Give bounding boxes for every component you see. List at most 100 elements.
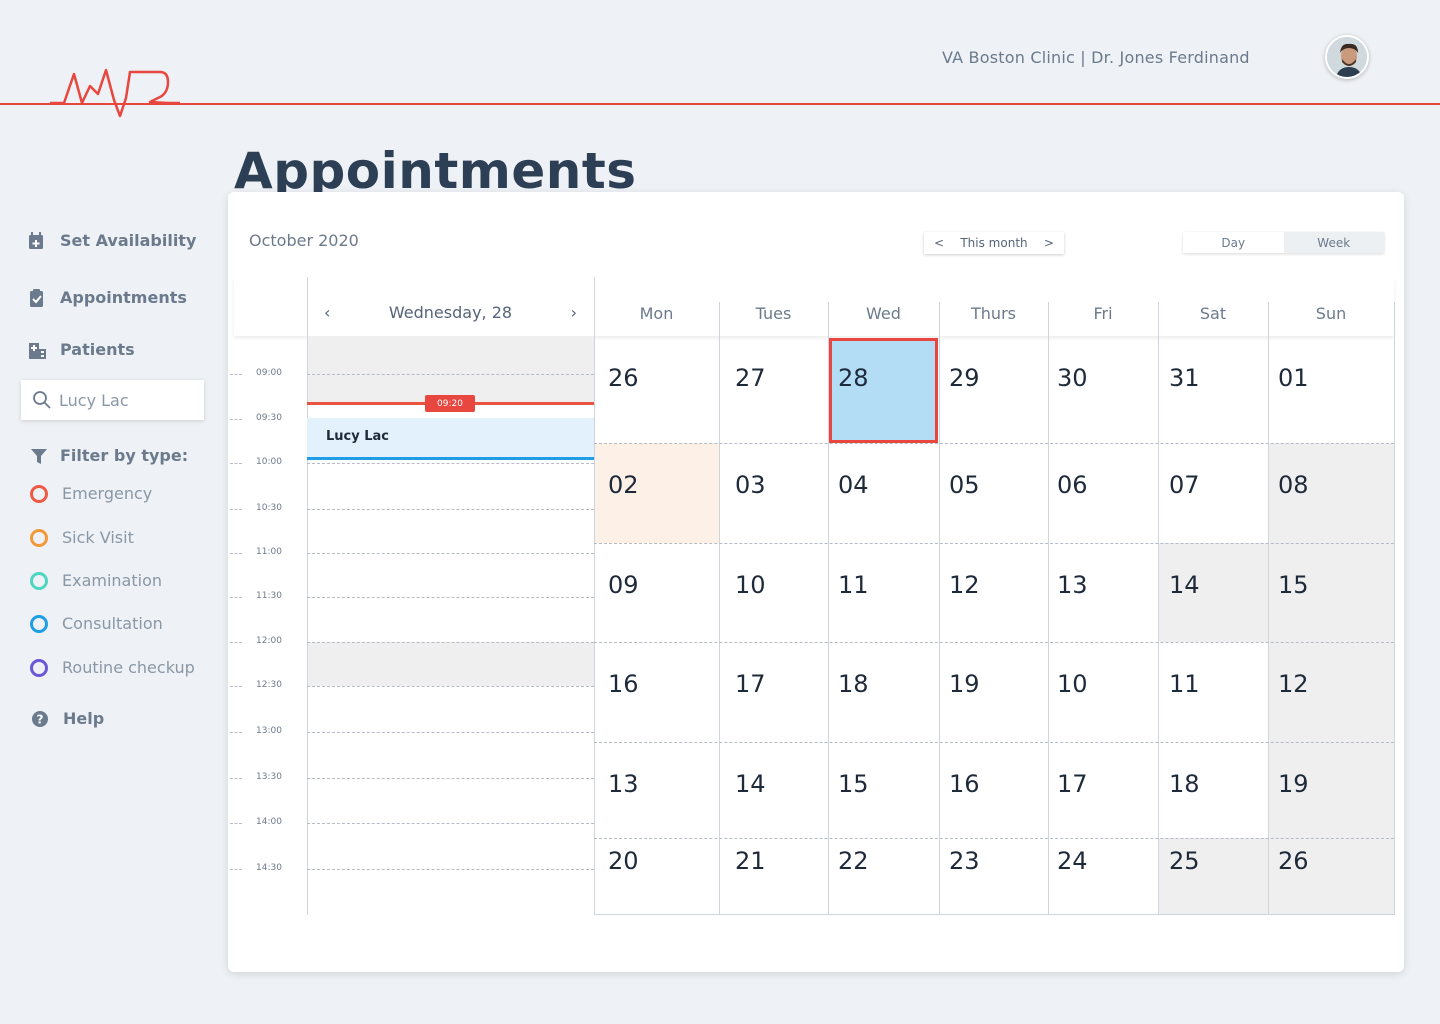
calendar-day-number[interactable]: 08 bbox=[1278, 471, 1309, 499]
calendar-day-number[interactable]: 21 bbox=[735, 847, 766, 875]
calendar-day-number[interactable]: 19 bbox=[1278, 770, 1309, 798]
prev-month-button[interactable]: < bbox=[934, 236, 945, 250]
calendar-day-number[interactable]: 26 bbox=[608, 364, 639, 392]
view-toggle: Day Week bbox=[1183, 232, 1384, 253]
calendar-day-number[interactable]: 11 bbox=[1169, 670, 1200, 698]
weekday-header: Mon bbox=[639, 304, 674, 323]
calendar-day-number[interactable]: 18 bbox=[1169, 770, 1200, 798]
weekday-header: Tues bbox=[755, 304, 792, 323]
filter-emergency[interactable]: Emergency bbox=[30, 484, 152, 503]
calendar-day-number[interactable]: 02 bbox=[608, 471, 639, 499]
grid-divider bbox=[1158, 302, 1159, 915]
time-slot-line bbox=[307, 778, 594, 779]
calendar-day-number[interactable]: 12 bbox=[1278, 670, 1309, 698]
time-slot-label: 13:00 bbox=[256, 726, 282, 736]
calendar-day-number[interactable]: 14 bbox=[1169, 571, 1200, 599]
calendar-day-number[interactable]: 28 bbox=[838, 364, 869, 392]
time-tick bbox=[230, 374, 242, 375]
calendar-cell-bg bbox=[1268, 838, 1394, 915]
day-view-button[interactable]: Day bbox=[1221, 235, 1246, 250]
calendar-day-number[interactable]: 17 bbox=[1057, 770, 1088, 798]
calendar-day-number[interactable]: 14 bbox=[735, 770, 766, 798]
calendar-day-number[interactable]: 06 bbox=[1057, 471, 1088, 499]
this-month-button[interactable]: This month bbox=[960, 236, 1028, 250]
time-tick bbox=[230, 869, 242, 870]
calendar-day-number[interactable]: 30 bbox=[1057, 364, 1088, 392]
weekday-header: Thurs bbox=[971, 304, 1016, 323]
time-slot-line bbox=[307, 374, 594, 375]
user-avatar[interactable] bbox=[1325, 35, 1369, 79]
grid-bottom-border bbox=[594, 914, 1394, 915]
grid-row-divider bbox=[594, 443, 1394, 444]
week-view-button[interactable]: Week bbox=[1283, 232, 1384, 253]
sidebar-item-patients[interactable]: Patients bbox=[28, 340, 135, 359]
calendar-day-number[interactable]: 22 bbox=[838, 847, 869, 875]
hospital-building-icon bbox=[29, 342, 46, 359]
time-slot-line bbox=[307, 732, 594, 733]
time-slot-label: 09:00 bbox=[256, 368, 282, 378]
calendar-day-number[interactable]: 19 bbox=[949, 670, 980, 698]
grid-divider bbox=[594, 277, 595, 915]
filter-sick-visit[interactable]: Sick Visit bbox=[30, 528, 134, 547]
grid-row-divider bbox=[594, 742, 1394, 743]
calendar-day-number[interactable]: 12 bbox=[949, 571, 980, 599]
calendar-day-number[interactable]: 13 bbox=[1057, 571, 1088, 599]
calendar-day-number[interactable]: 31 bbox=[1169, 364, 1200, 392]
grid-divider bbox=[828, 302, 829, 915]
time-slot-label: 09:30 bbox=[256, 413, 282, 423]
calendar-day-number[interactable]: 10 bbox=[735, 571, 766, 599]
calendar-day-number[interactable]: 15 bbox=[1278, 571, 1309, 599]
calendar-day-number[interactable]: 27 bbox=[735, 364, 766, 392]
calendar-day-number[interactable]: 16 bbox=[949, 770, 980, 798]
page-title: Appointments bbox=[234, 142, 637, 200]
calendar-day-number[interactable]: 26 bbox=[1278, 847, 1309, 875]
time-tick bbox=[230, 597, 242, 598]
filter-routine-checkup[interactable]: Routine checkup bbox=[30, 658, 195, 677]
calendar-day-number[interactable]: 13 bbox=[608, 770, 639, 798]
filter-section-title: Filter by type: bbox=[30, 446, 188, 465]
next-month-button[interactable]: > bbox=[1043, 236, 1054, 250]
calendar-day-number[interactable]: 10 bbox=[1057, 670, 1088, 698]
calendar-day-number[interactable]: 03 bbox=[735, 471, 766, 499]
calendar-cell-bg bbox=[1268, 742, 1394, 838]
time-tick bbox=[230, 823, 242, 824]
calendar-day-number[interactable]: 01 bbox=[1278, 364, 1309, 392]
weekday-header: Sun bbox=[1315, 304, 1347, 323]
time-slot-line bbox=[307, 823, 594, 824]
search-input[interactable] bbox=[59, 390, 199, 410]
calendar-day-number[interactable]: 29 bbox=[949, 364, 980, 392]
filter-consultation[interactable]: Consultation bbox=[30, 614, 163, 633]
calendar-day-number[interactable]: 17 bbox=[735, 670, 766, 698]
calendar-day-number[interactable]: 11 bbox=[838, 571, 869, 599]
calendar-day-number[interactable]: 09 bbox=[608, 571, 639, 599]
calendar-day-number[interactable]: 05 bbox=[949, 471, 980, 499]
calendar-day-number[interactable]: 07 bbox=[1169, 471, 1200, 499]
sidebar-item-appointments[interactable]: Appointments bbox=[28, 288, 187, 307]
sidebar-item-set-availability[interactable]: Set Availability bbox=[28, 231, 196, 250]
time-slot-label: 14:00 bbox=[256, 817, 282, 827]
calendar-day-number[interactable]: 18 bbox=[838, 670, 869, 698]
time-slot-line bbox=[307, 597, 594, 598]
weekday-header: Sat bbox=[1199, 304, 1227, 323]
header-pulse-line bbox=[0, 103, 1440, 105]
time-tick bbox=[230, 553, 242, 554]
time-tick bbox=[230, 642, 242, 643]
calendar-day-number[interactable]: 15 bbox=[838, 770, 869, 798]
calendar-day-number[interactable]: 16 bbox=[608, 670, 639, 698]
time-slot-label: 12:30 bbox=[256, 680, 282, 690]
appointment-block[interactable]: Lucy Lac bbox=[307, 418, 594, 460]
next-day-button[interactable]: › bbox=[570, 303, 577, 322]
calendar-day-number[interactable]: 20 bbox=[608, 847, 639, 875]
selected-day-cell[interactable] bbox=[829, 338, 938, 443]
calendar-day-number[interactable]: 25 bbox=[1169, 847, 1200, 875]
sidebar-item-help[interactable]: ? Help bbox=[31, 709, 104, 728]
time-slot-line bbox=[307, 509, 594, 510]
calendar-day-number[interactable]: 24 bbox=[1057, 847, 1088, 875]
calendar-day-number[interactable]: 23 bbox=[949, 847, 980, 875]
filter-examination[interactable]: Examination bbox=[30, 571, 162, 590]
time-slot-line bbox=[307, 869, 594, 870]
calendar-day-number[interactable]: 04 bbox=[838, 471, 869, 499]
patient-search-box[interactable] bbox=[21, 380, 204, 420]
prev-day-button[interactable]: ‹ bbox=[324, 303, 331, 322]
sidebar-item-label: Patients bbox=[60, 340, 135, 359]
